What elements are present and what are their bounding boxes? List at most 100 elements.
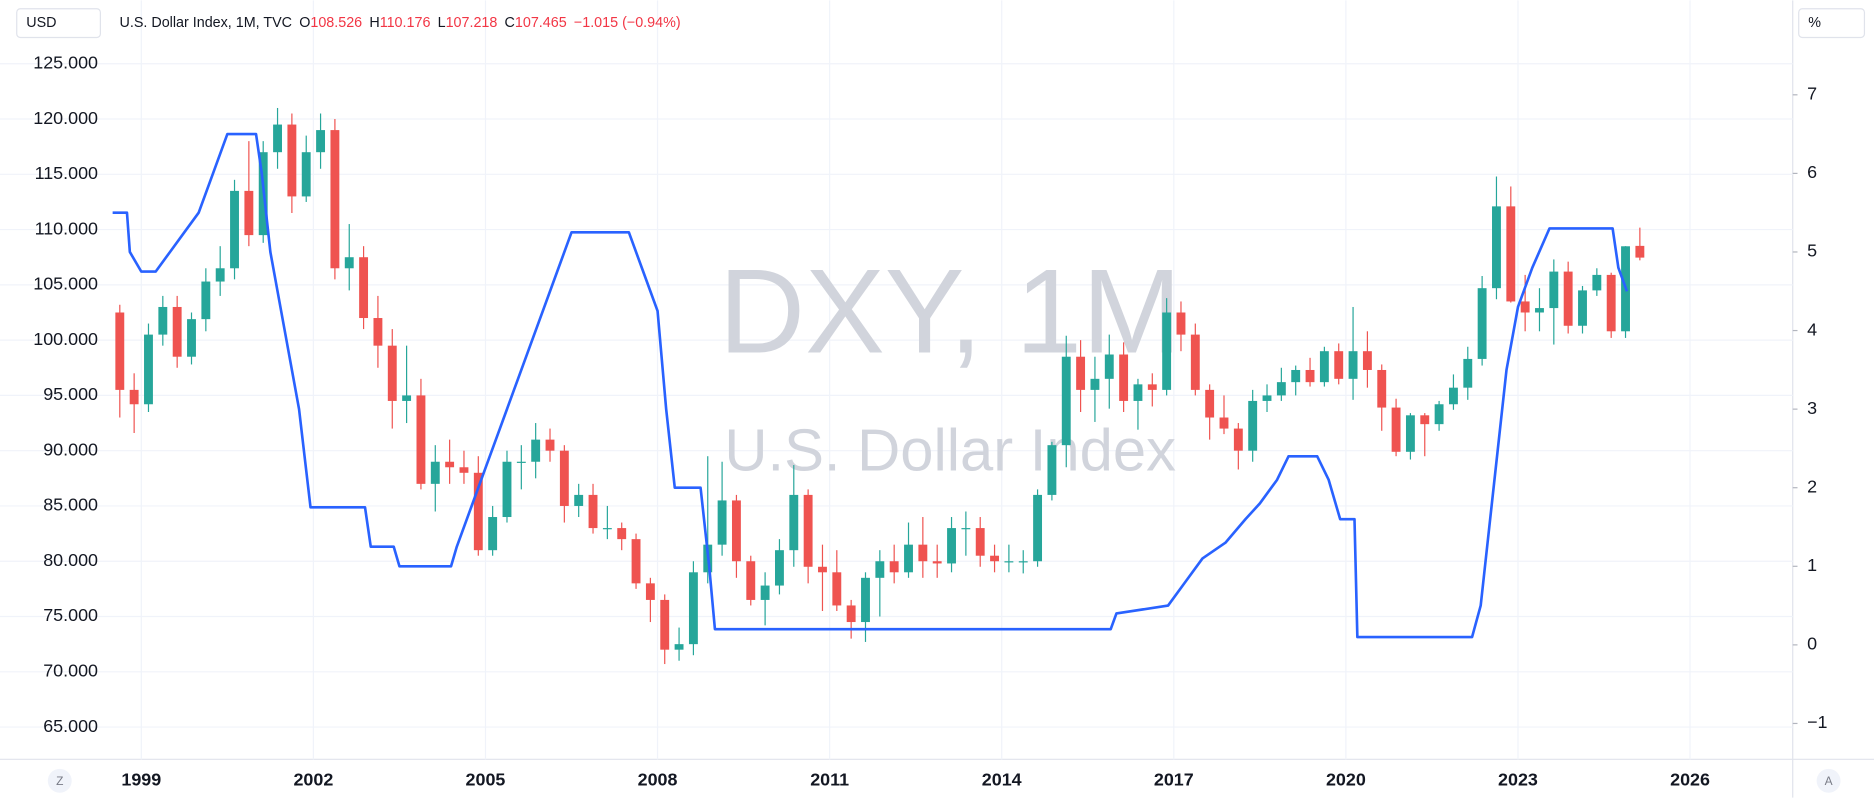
candle-body [660,599,670,650]
control-right[interactable] [1816,768,1841,793]
candle-body [1506,206,1516,302]
y2-tick-label: 7 [1807,84,1817,104]
candle-body [1047,445,1057,495]
x-tick-label: 2011 [810,770,849,790]
candle-body [1319,351,1329,383]
candle-body [287,124,297,197]
candle-body [488,517,498,551]
watermark-name: U.S. Dollar Index [724,416,1176,483]
currency-label[interactable]: USD [26,15,56,31]
candle-body [1248,400,1258,451]
candle-body [402,395,412,401]
candle-body [1520,301,1530,313]
change-value: −1.015 (−0.94%) [574,15,681,31]
candle-body [1190,334,1200,390]
x-tick-label: 2026 [1670,770,1710,790]
candle-body [387,345,397,401]
y2-tick-label: 1 [1807,555,1817,575]
candle-body [1018,561,1028,563]
candle-body [717,500,727,545]
watermark: DXY, 1M U.S. Dollar Index [719,245,1182,483]
candle-body [1147,384,1157,390]
candle-body [1334,351,1344,379]
candle-body [775,550,784,586]
ohlc-value: 110.176 [380,15,431,31]
x-tick-label: 2023 [1498,770,1538,790]
candle-body [301,152,311,197]
candle-body [574,494,584,506]
candle-body [244,190,254,236]
candle-body [473,472,483,551]
candle-body [516,461,526,463]
control-right-label[interactable]: A [1825,774,1833,788]
candle-body [1176,312,1186,335]
candle-body [144,334,153,405]
candle-body [316,130,326,153]
candle-body [1592,274,1602,291]
y-tick-label: 110.000 [35,218,98,238]
x-tick-label: 2002 [293,770,333,790]
candle-body [1377,369,1387,408]
control-left-label[interactable]: Z [56,774,63,788]
candle-body [1348,351,1358,379]
y-tick-label: 75.000 [43,605,98,625]
candle-body [1391,407,1401,452]
candle-body [746,561,756,600]
candle-body [947,528,956,564]
candle-body [215,268,225,282]
watermark-symbol: DXY, 1M [719,245,1182,378]
candle-body [1162,312,1172,390]
candle-body [545,439,555,451]
y2-tick-label: −1 [1807,712,1827,732]
x-tick-label: 2014 [982,770,1022,790]
candle-body [158,306,168,335]
candle-body [1477,288,1487,359]
candle-body [1205,389,1215,418]
candle-body [846,605,856,623]
candle-body [1492,206,1501,289]
y-tick-label: 125.000 [33,52,98,72]
candle-body [201,281,211,320]
candle-body [1119,354,1129,401]
candle-body [416,395,426,484]
candle-body [889,561,899,573]
candle-body [645,583,655,600]
candle-body [789,494,799,551]
y2-tick-label: 6 [1807,162,1817,182]
candle-body [559,450,569,506]
y-tick-label: 120.000 [33,108,98,128]
candle-body [1219,417,1229,429]
candle-body [932,561,942,564]
control-left[interactable] [47,768,72,793]
candle-body [760,585,770,600]
candle-body [1276,382,1286,396]
candle-body [1305,369,1315,383]
y-tick-label: 70.000 [43,661,98,681]
y2-tick-label: 5 [1807,241,1817,261]
candle-body [803,494,813,567]
y2-tick-label: 2 [1807,476,1817,496]
candle-body [990,555,999,562]
y-tick-label: 95.000 [43,384,98,404]
candle-body [330,130,340,269]
candle-body [1133,384,1143,401]
candle-body [1233,428,1243,451]
candle-body [359,257,369,319]
y-tick-label: 90.000 [43,439,98,459]
unit-label[interactable]: % [1808,15,1821,31]
x-tick-label: 1999 [121,770,161,790]
currency-box[interactable] [16,8,101,39]
candle-body [1262,395,1272,401]
candle-body [674,644,684,650]
unit-box[interactable] [1798,8,1866,39]
rate-line [112,132,1629,639]
candle-body [430,461,440,484]
candle-body [1004,561,1014,563]
y-tick-label: 115.000 [35,163,98,183]
candle-body [187,319,196,357]
candle-body [115,312,125,390]
candle-body [129,389,139,405]
legend-header: U.S. Dollar Index, 1M, TVC O108.526 H110.1… [120,15,681,31]
candle-body [273,124,282,153]
